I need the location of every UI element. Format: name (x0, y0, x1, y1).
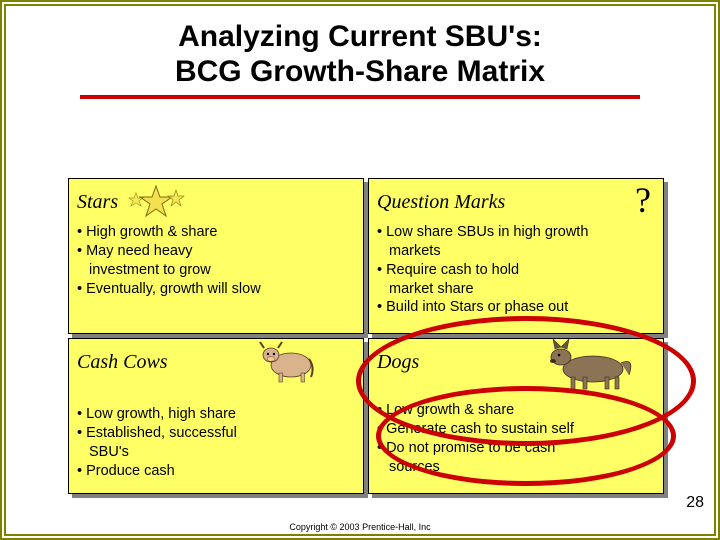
question-marks-label: Question Marks (377, 191, 505, 214)
quadrant-cash-cows: Cash Cows •Low growth, high share •Estab… (68, 338, 364, 494)
dog-icon (533, 335, 643, 396)
qm-bullet-2: Require cash to hold (386, 261, 519, 280)
cc-bullet-2: SBU's (89, 443, 129, 462)
qm-bullet-3: market share (389, 280, 474, 299)
cash-cows-bullets: •Low growth, high share •Established, su… (77, 405, 355, 480)
cc-bullet-1: Established, successful (86, 424, 237, 443)
quadrant-dogs: Dogs •Low growth & share •Generate cash … (368, 338, 664, 494)
title-line-2: BCG Growth-Share Matrix (26, 55, 694, 90)
dogs-bullets: •Low growth & share •Generate cash to su… (377, 401, 655, 476)
quadrant-stars: Stars •High growth & share •May need hea… (68, 178, 364, 334)
title-underline (80, 95, 640, 99)
question-mark-icon: ? (635, 179, 651, 221)
qm-bullet-1: markets (389, 242, 441, 261)
stars-label: Stars (77, 191, 118, 214)
dogs-bullet-0: Low growth & share (386, 401, 514, 420)
qm-bullet-0: Low share SBUs in high growth (386, 223, 588, 242)
cc-bullet-3: Produce cash (86, 462, 175, 481)
dogs-bullet-2: Do not promise to be cash (386, 439, 555, 458)
slide-title-block: Analyzing Current SBU's: BCG Growth-Shar… (6, 6, 714, 105)
dogs-bullet-1: Generate cash to sustain self (386, 420, 574, 439)
bcg-matrix: Stars •High growth & share •May need hea… (66, 176, 666, 496)
page-number: 28 (686, 494, 704, 512)
cc-bullet-0: Low growth, high share (86, 405, 236, 424)
stars-bullet-3: Eventually, growth will slow (86, 280, 261, 299)
cow-icon (253, 337, 323, 388)
stars-bullet-0: High growth & share (86, 223, 217, 242)
quadrant-question-marks: Question Marks ? •Low share SBUs in high… (368, 178, 664, 334)
dogs-bullet-3: sources (389, 458, 440, 477)
title-line-1: Analyzing Current SBU's: (26, 20, 694, 55)
dogs-label: Dogs (377, 351, 419, 374)
stars-bullets: •High growth & share •May need heavy inv… (77, 223, 355, 298)
qm-bullet-4: Build into Stars or phase out (386, 298, 568, 317)
question-marks-bullets: •Low share SBUs in high growth markets •… (377, 223, 655, 317)
cash-cows-label: Cash Cows (77, 351, 168, 374)
copyright-footer: Copyright © 2003 Prentice-Hall, Inc (6, 522, 714, 532)
stars-bullet-2: investment to grow (89, 261, 211, 280)
star-icon (126, 185, 186, 219)
stars-bullet-1: May need heavy (86, 242, 192, 261)
